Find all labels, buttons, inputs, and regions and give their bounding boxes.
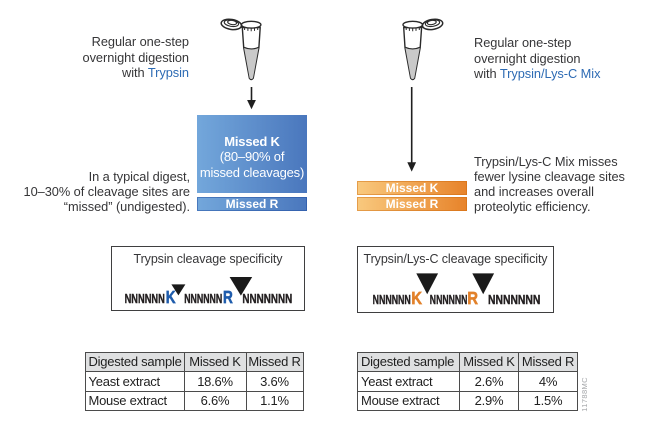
svg-text:NNNNNN: NNNNNN xyxy=(184,292,222,304)
svg-text:R: R xyxy=(467,288,478,306)
svg-text:NNNNNN: NNNNNN xyxy=(125,292,165,304)
svg-text:K: K xyxy=(166,287,176,304)
svg-text:R: R xyxy=(223,287,233,304)
svg-text:NNNNNN: NNNNNN xyxy=(373,293,411,306)
svg-text:NNNNNNN: NNNNNNN xyxy=(488,293,540,306)
svg-text:NNNNNN: NNNNNN xyxy=(430,293,468,306)
svg-text:K: K xyxy=(411,288,422,306)
svg-text:NNNNNNN: NNNNNNN xyxy=(242,292,292,304)
